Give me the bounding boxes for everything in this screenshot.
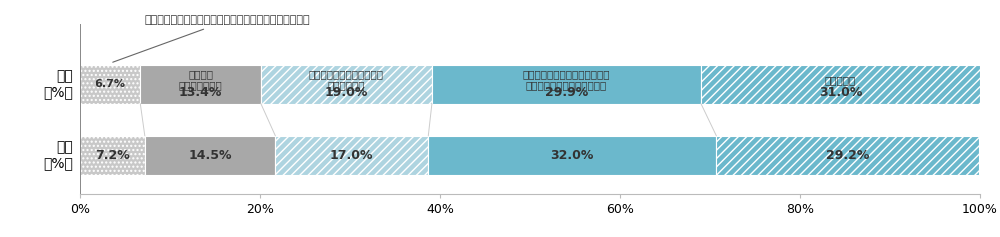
- Text: 29.9%: 29.9%: [545, 86, 588, 99]
- Bar: [145, 136, 275, 175]
- Text: 32.0%: 32.0%: [551, 149, 594, 162]
- Bar: [80, 136, 145, 175]
- Text: 6.7%: 6.7%: [95, 79, 126, 89]
- Bar: [432, 65, 701, 104]
- Text: 障害や体調への配慮を重視し、
無理せずはたらき続けること: 障害や体調への配慮を重視し、 無理せずはたらき続けること: [523, 69, 610, 91]
- Text: 13.4%: 13.4%: [179, 86, 222, 99]
- Text: 自己成長
キャリアアップ: 自己成長 キャリアアップ: [179, 69, 222, 91]
- Text: 収入の向上: 収入の向上: [825, 75, 856, 85]
- Bar: [275, 136, 428, 175]
- Bar: [716, 136, 979, 175]
- Text: 29.2%: 29.2%: [826, 149, 869, 162]
- Text: 7.2%: 7.2%: [95, 149, 130, 162]
- Text: はたらき方を柔軟に選び、
はたらくこと: はたらき方を柔軟に選び、 はたらくこと: [309, 69, 384, 91]
- Bar: [140, 65, 261, 104]
- Bar: [428, 136, 716, 175]
- Text: 仕事や就業を通じて、企業や顧客、社会へ貢献すること: 仕事や就業を通じて、企業や顧客、社会へ貢献すること: [113, 15, 310, 62]
- Bar: [80, 65, 140, 104]
- Text: 19.0%: 19.0%: [325, 86, 368, 99]
- Text: 31.0%: 31.0%: [819, 86, 862, 99]
- Bar: [261, 65, 432, 104]
- Bar: [701, 65, 980, 104]
- Text: 17.0%: 17.0%: [330, 149, 374, 162]
- Text: 14.5%: 14.5%: [188, 149, 232, 162]
